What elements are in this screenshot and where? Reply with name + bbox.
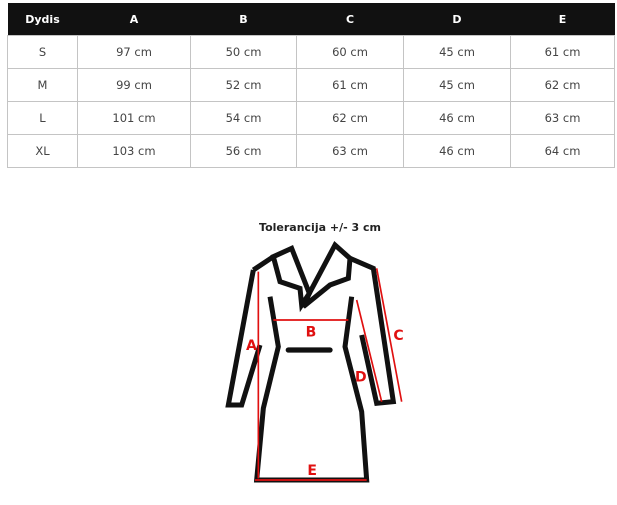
size-cell: M — [7, 68, 78, 102]
header-a: A — [77, 3, 191, 36]
tolerance-title: Tolerancija +/- 3 cm — [259, 221, 381, 234]
label-d: D — [355, 370, 367, 386]
measurement-cell: 64 cm — [510, 134, 615, 168]
header-d: D — [403, 3, 511, 36]
label-a: A — [246, 338, 257, 354]
measurement-cell: 99 cm — [77, 68, 191, 102]
measurement-cell: 61 cm — [510, 35, 615, 69]
left-lapel — [270, 244, 313, 313]
measurement-cell: 63 cm — [296, 134, 404, 168]
measurement-cell: 50 cm — [190, 35, 297, 69]
measurement-cell: 63 cm — [510, 101, 615, 135]
table-row: M 99 cm 52 cm 61 cm 45 cm 62 cm — [7, 68, 615, 102]
measurement-cell: 61 cm — [296, 68, 404, 102]
size-table: Dydis A B C D E S 97 cm 50 cm 60 cm 45 cm 61 … — [7, 3, 615, 168]
table-header-row: Dydis A B C D E — [7, 3, 615, 36]
table-row: L 101 cm 54 cm 62 cm 46 cm 63 cm — [7, 101, 615, 135]
measure-c-line — [375, 268, 403, 402]
right-lapel — [301, 241, 353, 309]
header-b: B — [190, 3, 297, 36]
table-row: S 97 cm 50 cm 60 cm 45 cm 61 cm — [7, 35, 615, 69]
measure-d-line — [355, 299, 383, 402]
measurement-cell: 46 cm — [403, 101, 511, 135]
measurement-cell: 52 cm — [190, 68, 297, 102]
measurement-cell: 60 cm — [296, 35, 404, 69]
header-size: Dydis — [7, 3, 78, 36]
measurement-cell: 45 cm — [403, 35, 511, 69]
measurement-cell: 62 cm — [296, 101, 404, 135]
size-cell: L — [7, 101, 78, 135]
measurement-cell: 56 cm — [190, 134, 297, 168]
dress-outline — [225, 254, 397, 483]
label-c: C — [393, 328, 403, 344]
size-cell: S — [7, 35, 78, 69]
measurement-cell: 103 cm — [77, 134, 191, 168]
label-b: B — [306, 325, 317, 341]
table-row: XL 103 cm 56 cm 63 cm 46 cm 64 cm — [7, 134, 615, 168]
header-c: C — [296, 3, 404, 36]
measurement-cell: 46 cm — [403, 134, 511, 168]
measurement-cell: 62 cm — [510, 68, 615, 102]
label-e: E — [307, 463, 317, 479]
measurement-cell: 97 cm — [77, 35, 191, 69]
size-cell: XL — [7, 134, 78, 168]
dress-diagram: A B C D E — [225, 241, 404, 483]
measurement-cell: 101 cm — [77, 101, 191, 135]
measurement-cell: 54 cm — [190, 101, 297, 135]
header-e: E — [510, 3, 615, 36]
measurement-cell: 45 cm — [403, 68, 511, 102]
